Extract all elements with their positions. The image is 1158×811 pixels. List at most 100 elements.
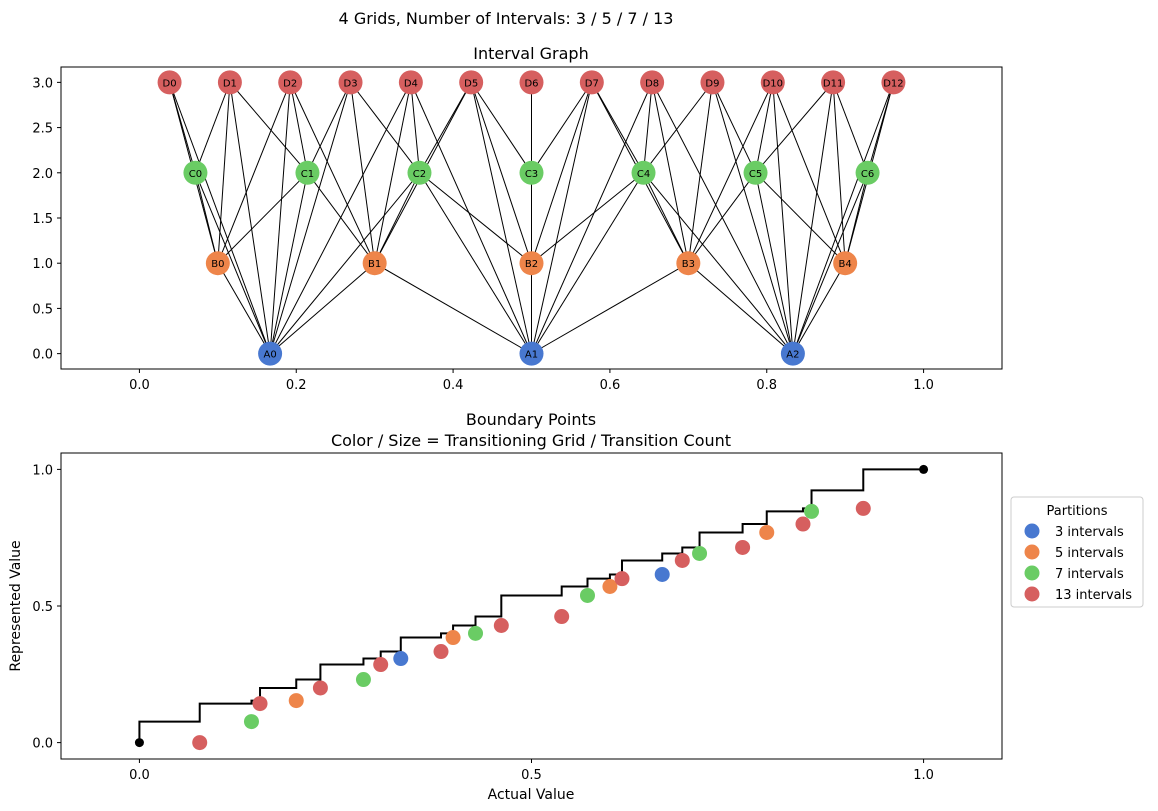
legend-entry-3-intervals: 3 intervals xyxy=(1024,523,1124,540)
interval-graph-title: Interval Graph xyxy=(473,44,588,63)
edge-a0-c0 xyxy=(194,172,271,354)
node-c4: C4 xyxy=(631,160,656,185)
node-circle-b1 xyxy=(362,251,387,276)
point-13-intervals-1 xyxy=(252,696,268,712)
node-circle-a1 xyxy=(519,341,544,366)
legend: Partitions 3 intervals 5 intervals 7 inter… xyxy=(1010,496,1144,608)
node-d0: D0 xyxy=(157,70,182,95)
edge-c2-d3 xyxy=(350,82,420,174)
edge-c2-d5 xyxy=(419,82,472,174)
point-3-intervals-0 xyxy=(393,651,409,667)
legend-entry-7-intervals: 7 intervals xyxy=(1024,565,1124,582)
x-tick-label: 1.0 xyxy=(913,378,934,393)
node-circle-d5 xyxy=(459,70,484,95)
edge-a2-d10 xyxy=(772,82,794,354)
y-tick-label: 2.5 xyxy=(32,122,53,137)
edge-c6-d11 xyxy=(832,82,869,173)
node-circle-b0 xyxy=(205,251,230,276)
node-circle-b4 xyxy=(833,251,858,276)
edge-c1-d1 xyxy=(229,82,308,174)
interval-graph-nodes: A0 A1 A2 B0 B1 B2 B3 B4 C0 C1 C2 C3 C4 C5 C6 D0 D1 D2 D3 D4… xyxy=(157,70,906,366)
edge-a2-c5 xyxy=(755,172,794,354)
node-circle-d6 xyxy=(519,70,544,95)
node-circle-c1 xyxy=(295,160,320,185)
point-7-intervals-3 xyxy=(579,587,595,603)
node-label-d3: D3 xyxy=(344,78,358,89)
legend-box xyxy=(1010,496,1144,608)
edge-b1-d4 xyxy=(374,82,412,264)
y-tick-label: 1.0 xyxy=(32,257,53,272)
x-tick-label: 0.4 xyxy=(443,378,464,393)
point-13-intervals-2 xyxy=(312,680,328,696)
node-d5: D5 xyxy=(459,70,484,95)
node-label-d4: D4 xyxy=(404,78,418,89)
step-line xyxy=(138,468,924,743)
node-d11: D11 xyxy=(821,70,846,95)
edge-a2-b3 xyxy=(688,262,794,355)
point-13-intervals-3 xyxy=(373,657,389,673)
edge-a0-d0 xyxy=(169,82,271,354)
node-d1: D1 xyxy=(217,70,242,95)
edge-c3-d7 xyxy=(531,82,593,174)
edge-a0-c2 xyxy=(269,172,420,354)
node-label-a1: A1 xyxy=(525,350,538,361)
node-label-b1: B1 xyxy=(368,259,381,270)
point-3-intervals-1 xyxy=(654,566,670,582)
point-7-intervals-5 xyxy=(804,503,820,519)
node-c2: C2 xyxy=(407,160,432,185)
edge-b2-d7 xyxy=(531,82,593,264)
edge-a1-d7 xyxy=(531,82,593,354)
node-circle-c5 xyxy=(743,160,768,185)
edge-c4-d9 xyxy=(643,82,713,174)
node-circle-c2 xyxy=(407,160,432,185)
point-13-intervals-0 xyxy=(192,735,208,751)
node-d6: D6 xyxy=(519,70,544,95)
point-13-intervals-11 xyxy=(855,500,871,516)
point-7-intervals-0 xyxy=(243,714,259,730)
node-label-d10: D10 xyxy=(763,78,783,89)
edge-c0-d1 xyxy=(194,82,231,173)
edge-b1-c1 xyxy=(307,172,376,264)
legend-marker xyxy=(1024,523,1040,539)
point-5-intervals-1 xyxy=(445,630,461,646)
edge-a1-c2 xyxy=(419,172,532,354)
edge-c1-d3 xyxy=(307,82,351,174)
node-b2: B2 xyxy=(519,251,544,276)
node-label-c1: C1 xyxy=(301,169,314,180)
edge-b2-c4 xyxy=(531,172,644,264)
x-tick-label: 0.0 xyxy=(129,378,150,393)
y-tick-label: 1.0 xyxy=(32,463,53,478)
point-5-intervals-3 xyxy=(759,524,775,540)
y-tick-label: 2.0 xyxy=(32,167,53,182)
interval-graph-edges xyxy=(169,82,894,355)
node-circle-c0 xyxy=(183,160,208,185)
node-label-d2: D2 xyxy=(283,78,297,89)
node-label-b0: B0 xyxy=(211,259,224,270)
y-axis-label: Represented Value xyxy=(8,540,24,671)
legend-entry-5-intervals: 5 intervals xyxy=(1024,544,1124,561)
x-tick-label: 0.0 xyxy=(129,768,150,783)
point-13-intervals-10 xyxy=(795,516,811,532)
boundary-points-title: Boundary Points xyxy=(466,410,596,429)
node-label-b2: B2 xyxy=(525,259,538,270)
node-d10: D10 xyxy=(760,70,785,95)
edge-b4-d10 xyxy=(772,82,846,264)
node-label-c6: C6 xyxy=(861,169,874,180)
node-b1: B1 xyxy=(362,251,387,276)
edge-c4-d8 xyxy=(643,82,653,173)
interval-graph-x-ticks: 0.0 0.2 0.4 0.6 0.8 1.0 xyxy=(129,369,934,393)
edge-c3-d5 xyxy=(470,82,532,174)
legend-marker xyxy=(1024,544,1040,560)
edge-b0-d2 xyxy=(217,82,291,264)
node-c3: C3 xyxy=(519,160,544,185)
x-tick-label: 1.0 xyxy=(913,768,934,783)
node-label-c3: C3 xyxy=(525,169,538,180)
node-a1: A1 xyxy=(519,341,544,366)
node-label-c4: C4 xyxy=(637,169,650,180)
point-13-intervals-5 xyxy=(493,618,509,634)
node-circle-a2 xyxy=(780,341,805,366)
edge-a1-c4 xyxy=(531,172,644,354)
edge-b4-d11 xyxy=(832,82,846,264)
edge-b3-d9 xyxy=(687,82,713,264)
node-d2: D2 xyxy=(278,70,303,95)
